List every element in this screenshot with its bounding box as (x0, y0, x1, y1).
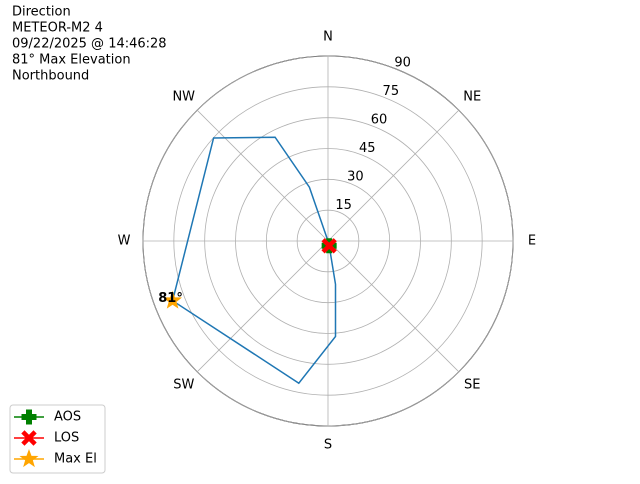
r-grid-line (142, 55, 514, 427)
r-grid-line (173, 86, 483, 396)
marker-star (163, 290, 182, 309)
r-tick-label: 60 (371, 112, 388, 127)
legend-label: AOS (54, 410, 81, 425)
theta-tick-label: N (323, 30, 333, 45)
legend-marker (21, 409, 37, 425)
theta-tick-label: NW (172, 89, 195, 104)
r-tick-label: 30 (347, 169, 364, 184)
r-tick-label: 75 (383, 84, 400, 99)
legend: AOS LOS Max El (9, 404, 106, 474)
legend-marker (19, 449, 39, 468)
legend-marker (21, 430, 37, 446)
title-line: Direction (12, 5, 71, 20)
legend-label: Max El (54, 452, 97, 467)
theta-tick-label: NE (463, 89, 481, 104)
r-tick-label: 90 (394, 55, 411, 70)
r-grid-line (265, 178, 391, 304)
r-tick-label: 15 (335, 198, 352, 213)
title-line: METEOR-M2 4 (12, 21, 103, 36)
r-grid-line (235, 148, 421, 334)
max-el-annotation: 81° (158, 291, 183, 306)
theta-tick-label: E (528, 234, 536, 249)
title-line: 81° Max Elevation (12, 53, 131, 68)
r-grid-line (296, 209, 360, 273)
legend-label: LOS (54, 431, 79, 446)
theta-tick-label: SW (173, 378, 194, 393)
theta-tick-label: W (118, 234, 131, 249)
theta-tick-label: SE (464, 378, 480, 393)
title-line: 09/22/2025 @ 14:46:28 (12, 37, 167, 52)
r-tick-label: 45 (359, 141, 376, 156)
marker-x (321, 238, 337, 254)
pass-track (171, 136, 337, 385)
theta-tick-label: S (324, 438, 332, 453)
title-line: Northbound (12, 69, 89, 84)
r-grid-line (204, 117, 452, 365)
